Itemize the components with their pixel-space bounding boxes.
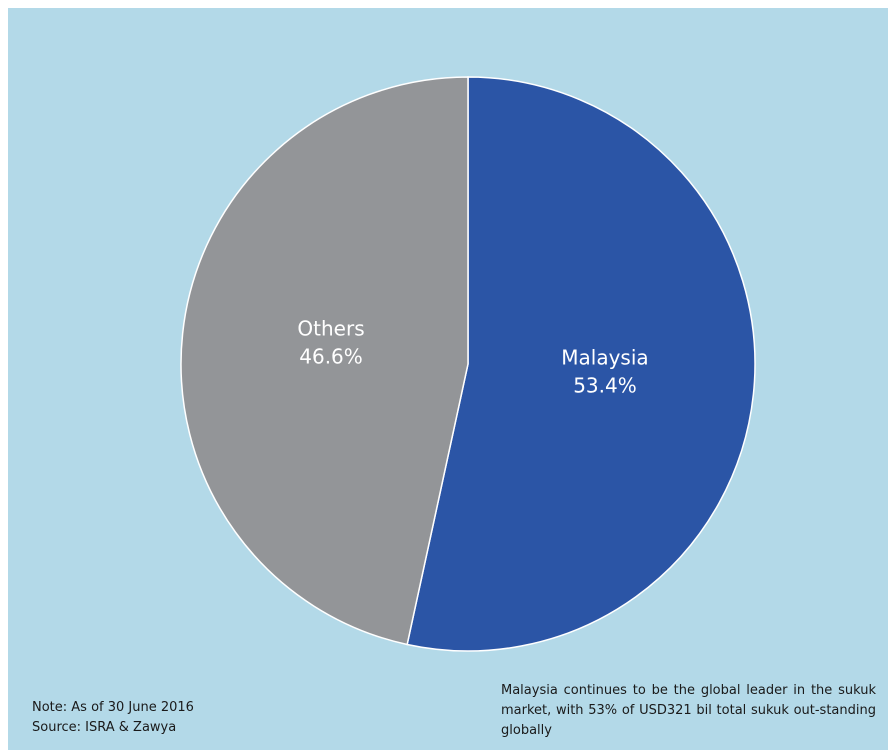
slice-label-others: Others xyxy=(297,316,364,340)
pie-slice-malaysia xyxy=(406,76,756,652)
chart-caption: Malaysia continues to be the global lead… xyxy=(501,683,876,738)
pie-labels: Malaysia 53.4% Others 46.6% xyxy=(297,316,648,397)
note-text: Note: As of 30 June 2016 xyxy=(32,700,194,715)
slice-value-others: 46.6% xyxy=(299,344,363,368)
chart-panel: Malaysia 53.4% Others 46.6% Note: As of 30 … xyxy=(8,8,888,750)
chart-notes: Note: As of 30 June 2016 Source: ISRA & … xyxy=(32,698,194,738)
pie-chart: Malaysia 53.4% Others 46.6% xyxy=(180,76,756,652)
slice-value-malaysia: 53.4% xyxy=(573,374,637,398)
source-text: Source: ISRA & Zawya xyxy=(32,720,177,735)
pie-slices xyxy=(180,76,756,652)
slice-label-malaysia: Malaysia xyxy=(561,346,648,370)
pie-slice-others xyxy=(180,76,469,646)
